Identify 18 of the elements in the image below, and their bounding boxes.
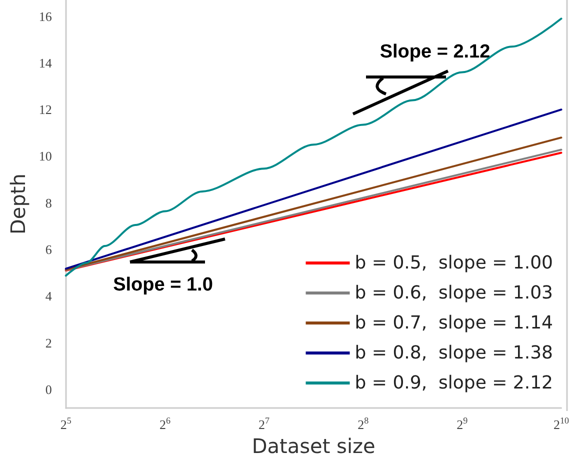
y-tick-label: 14 (38, 55, 52, 70)
legend-label: b = 0.6, slope = 1.03 (354, 282, 554, 304)
y-tick-label: 6 (45, 242, 52, 258)
legend-label: b = 0.8, slope = 1.38 (354, 342, 554, 364)
annotation: Slope = 2.12 (380, 42, 490, 62)
legend-label: b = 0.7, slope = 1.14 (354, 312, 554, 334)
y-tick-label: 8 (45, 195, 52, 210)
y-tick-label: 16 (38, 8, 52, 24)
y-tick-label: 12 (38, 102, 52, 118)
y-tick-label: 4 (45, 288, 52, 304)
legend-label: b = 0.9, slope = 2.12 (354, 372, 554, 394)
legend-label: b = 0.5, slope = 1.00 (354, 252, 554, 274)
y-tick-label: 2 (45, 335, 52, 350)
x-axis-title: Dataset size (252, 434, 376, 458)
y-axis-title: Depth (6, 174, 30, 235)
annotation: Slope = 1.0 (113, 274, 213, 296)
y-tick-label: 0 (45, 382, 52, 397)
y-tick-label: 10 (38, 148, 52, 164)
